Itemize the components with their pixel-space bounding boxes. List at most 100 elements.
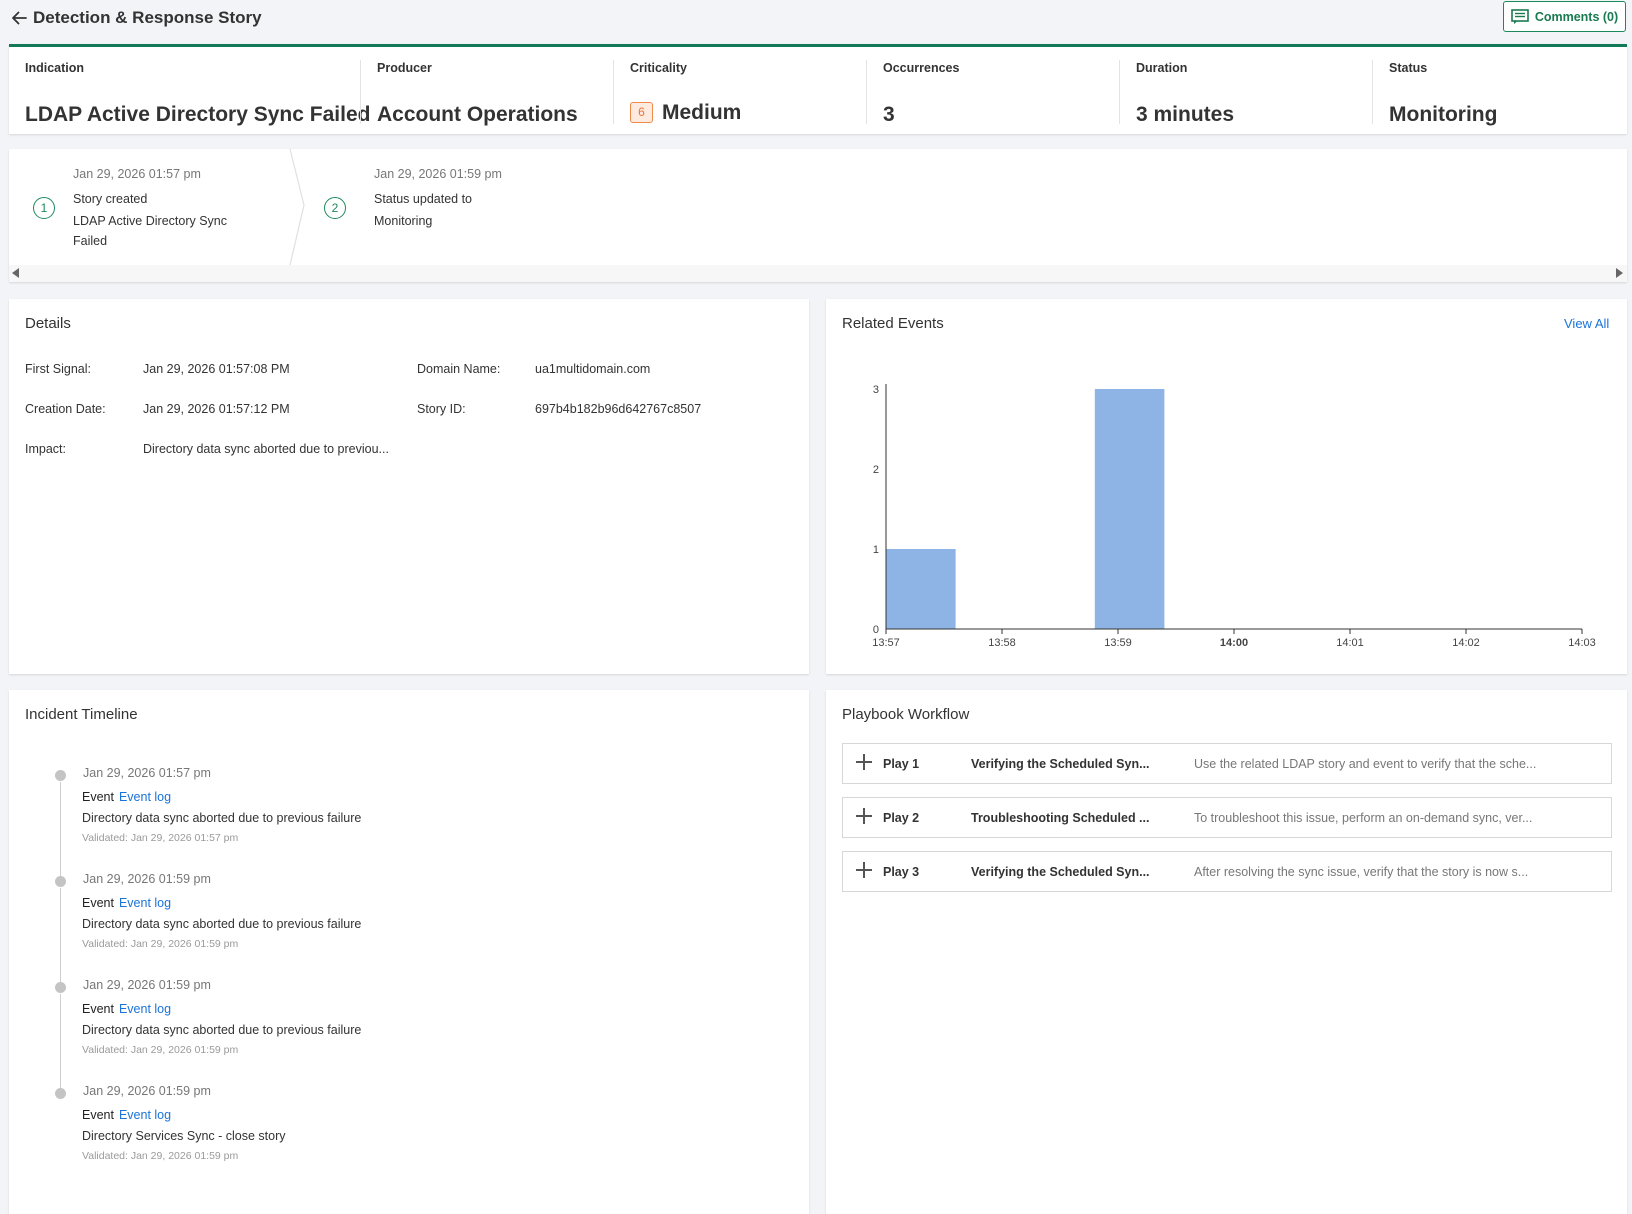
domain-name-label: Domain Name: bbox=[417, 362, 501, 376]
story-id-label: Story ID: bbox=[417, 402, 466, 416]
play-row[interactable]: Play 1 Verifying the Scheduled Syn... Us… bbox=[842, 743, 1612, 784]
indication-label: Indication bbox=[25, 61, 85, 75]
timeline-event-type: Event bbox=[82, 1108, 114, 1122]
play-name: Verifying the Scheduled Syn... bbox=[971, 865, 1150, 879]
play-number: Play 2 bbox=[883, 811, 920, 825]
summary-occurrences: Occurrences 3 bbox=[883, 47, 1113, 134]
timeline-description: Directory Services Sync - close story bbox=[82, 1129, 286, 1143]
timeline-event-row: Event Event log bbox=[82, 1002, 171, 1016]
playbook-title: Playbook Workflow bbox=[842, 706, 970, 723]
event-log-link[interactable]: Event log bbox=[118, 1108, 172, 1122]
y-tick-label: 0 bbox=[873, 624, 879, 636]
summary-criticality: Criticality 6 Medium bbox=[630, 47, 860, 134]
timeline-event-type: Event bbox=[82, 790, 114, 804]
timeline-dot bbox=[55, 982, 66, 993]
timeline-connector bbox=[60, 994, 61, 1090]
play-description: Use the related LDAP story and event to … bbox=[1194, 757, 1537, 771]
play-description: To troubleshoot this issue, perform an o… bbox=[1194, 811, 1533, 825]
summary-divider bbox=[613, 60, 614, 124]
summary-indication: Indication LDAP Active Directory Sync Fa… bbox=[9, 47, 370, 134]
play-row[interactable]: Play 2 Troubleshooting Scheduled ... To … bbox=[842, 797, 1612, 838]
duration-value: 3 minutes bbox=[1136, 103, 1235, 126]
indication-value: LDAP Active Directory Sync Failed bbox=[25, 103, 371, 126]
event-log-link[interactable]: Event log bbox=[118, 790, 172, 804]
step-text: LDAP Active Directory Sync bbox=[73, 214, 227, 228]
x-tick-label: 13:57 bbox=[872, 637, 900, 649]
timeline-event-type: Event bbox=[82, 1002, 114, 1016]
creation-date-label: Creation Date: bbox=[25, 402, 106, 416]
event-log-link[interactable]: Event log bbox=[118, 1002, 172, 1016]
creation-date-value: Jan 29, 2026 01:57:12 PM bbox=[143, 402, 290, 416]
step-text: Story created bbox=[73, 192, 148, 206]
event-log-link[interactable]: Event log bbox=[118, 896, 172, 910]
step-item[interactable]: 1 Jan 29, 2026 01:57 pm Story created LD… bbox=[9, 149, 301, 265]
timeline-dot bbox=[55, 876, 66, 887]
timeline-validated: Validated: Jan 29, 2026 01:59 pm bbox=[82, 938, 239, 950]
y-tick-label: 2 bbox=[873, 464, 879, 476]
scroll-right-arrow-icon[interactable] bbox=[1616, 268, 1623, 278]
timeline-date: Jan 29, 2026 01:57 pm bbox=[83, 766, 211, 780]
play-row[interactable]: Play 3 Verifying the Scheduled Syn... Af… bbox=[842, 851, 1612, 892]
expand-plus-icon[interactable] bbox=[856, 862, 872, 878]
summary-status: Status Monitoring bbox=[1389, 47, 1619, 134]
x-tick-label: 14:02 bbox=[1452, 637, 1480, 649]
status-value: Monitoring bbox=[1389, 103, 1498, 126]
status-label: Status bbox=[1389, 61, 1428, 75]
page-title: Detection & Response Story bbox=[33, 8, 262, 27]
steps-scrollbar[interactable] bbox=[9, 265, 1627, 282]
view-all-link[interactable]: View All bbox=[1564, 316, 1610, 331]
occurrences-label: Occurrences bbox=[883, 61, 960, 75]
domain-name-value: ua1multidomain.com bbox=[535, 362, 651, 376]
x-tick-label: 13:58 bbox=[988, 637, 1016, 649]
timeline-dot bbox=[55, 1088, 66, 1099]
occurrences-value: 3 bbox=[883, 103, 895, 126]
expand-plus-icon[interactable] bbox=[856, 754, 872, 770]
timeline-connector bbox=[60, 782, 61, 878]
expand-plus-icon[interactable] bbox=[856, 808, 872, 824]
incident-timeline-title: Incident Timeline bbox=[25, 706, 138, 723]
chart-bar bbox=[1094, 389, 1165, 629]
timeline-connector bbox=[60, 888, 61, 984]
x-tick-label: 14:01 bbox=[1336, 637, 1364, 649]
scroll-left-arrow-icon[interactable] bbox=[12, 268, 19, 278]
y-tick-label: 3 bbox=[873, 384, 879, 396]
y-tick-label: 1 bbox=[873, 544, 879, 556]
x-tick-label: 14:00 bbox=[1220, 637, 1248, 649]
play-number: Play 1 bbox=[883, 757, 920, 771]
related-events-title: Related Events bbox=[842, 315, 944, 332]
timeline-dot bbox=[55, 770, 66, 781]
playbook-workflow-card: Playbook Workflow Play 1 Verifying the S… bbox=[826, 690, 1627, 1214]
timeline-validated: Validated: Jan 29, 2026 01:57 pm bbox=[82, 832, 239, 844]
chart-bar bbox=[886, 549, 956, 629]
comment-icon bbox=[1511, 8, 1529, 24]
story-steps: 1 Jan 29, 2026 01:57 pm Story created LD… bbox=[9, 149, 1627, 282]
timeline-validated: Validated: Jan 29, 2026 01:59 pm bbox=[82, 1044, 239, 1056]
step-number: 2 bbox=[324, 197, 346, 219]
timeline-date: Jan 29, 2026 01:59 pm bbox=[83, 1084, 211, 1098]
criticality-value: Medium bbox=[662, 101, 742, 124]
x-tick-label: 14:03 bbox=[1568, 637, 1596, 649]
back-arrow-icon[interactable] bbox=[10, 9, 28, 27]
summary-divider bbox=[866, 60, 867, 124]
comments-label: Comments (0) bbox=[1534, 9, 1619, 24]
producer-label: Producer bbox=[377, 61, 432, 75]
story-summary: Indication LDAP Active Directory Sync Fa… bbox=[9, 44, 1627, 134]
summary-divider bbox=[1119, 60, 1120, 124]
step-text: Status updated to bbox=[374, 192, 472, 206]
related-events-card: Related Events View All 0 1 2 3 13:57 13:58 13… bbox=[826, 299, 1627, 674]
comments-button[interactable]: Comments (0) bbox=[1503, 1, 1626, 32]
timeline-description: Directory data sync aborted due to previ… bbox=[82, 811, 362, 825]
details-title: Details bbox=[25, 315, 71, 332]
story-id-value: 697b4b182b96d642767c8507 bbox=[535, 402, 702, 416]
timeline-validated: Validated: Jan 29, 2026 01:59 pm bbox=[82, 1150, 239, 1162]
timeline-date: Jan 29, 2026 01:59 pm bbox=[83, 872, 211, 886]
timeline-event-row: Event Event log bbox=[82, 896, 171, 910]
step-number: 1 bbox=[33, 197, 55, 219]
step-date: Jan 29, 2026 01:57 pm bbox=[73, 167, 201, 181]
summary-duration: Duration 3 minutes bbox=[1136, 47, 1366, 134]
criticality-label: Criticality bbox=[630, 61, 687, 75]
timeline-event-type: Event bbox=[82, 896, 114, 910]
related-events-chart: 0 1 2 3 13:57 13:58 13:59 14:00 14:01 14:02 14:03 bbox=[872, 384, 1596, 649]
summary-divider bbox=[360, 60, 361, 124]
step-item[interactable]: 2 Jan 29, 2026 01:59 pm Status updated t… bbox=[309, 149, 609, 265]
